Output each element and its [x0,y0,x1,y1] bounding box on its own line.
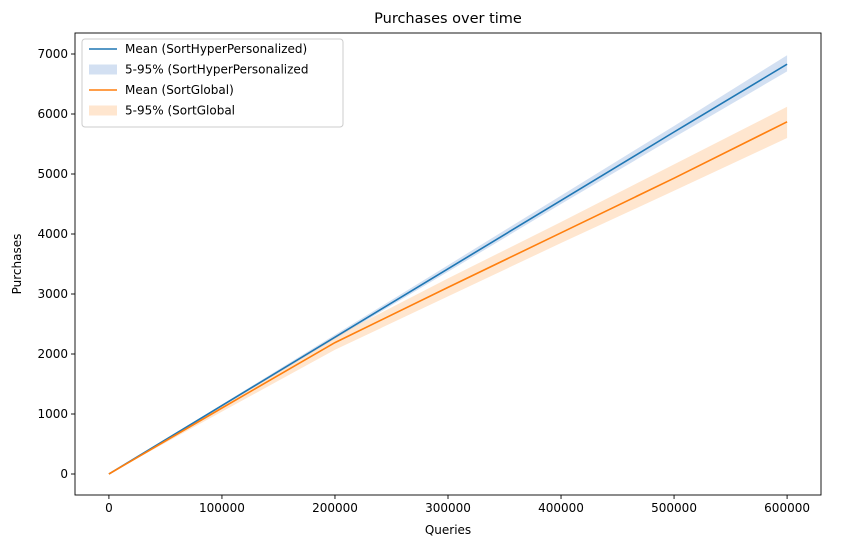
y-tick-label: 6000 [37,107,68,121]
y-tick-label: 7000 [37,47,68,61]
legend-swatch-band [89,105,117,116]
bands-layer [108,55,788,475]
x-tick-label: 200000 [312,501,358,515]
legend-label: Mean (SortGlobal) [125,83,234,97]
y-tick-label: 4000 [37,227,68,241]
y-tick-label: 5000 [37,167,68,181]
x-axis-title: Queries [425,523,471,537]
x-tick-label: 300000 [425,501,471,515]
x-axis: 0 100000 200000 300000 400000 500000 600000 [105,495,810,515]
x-tick-label: 400000 [538,501,584,515]
y-tick-label: 2000 [37,347,68,361]
x-tick-label: 0 [105,501,113,515]
band-3 [108,106,788,475]
x-tick-label: 100000 [199,501,245,515]
legend-box [81,38,344,128]
lines-layer [108,63,788,475]
series-line-0 [108,63,788,475]
y-axis: 0 1000 2000 3000 4000 5000 6000 7000 [37,47,75,481]
x-tick-label: 600000 [764,501,810,515]
legend-label: 5-95% (SortHyperPersonalized [125,63,308,77]
legend-swatch-band [89,64,117,75]
legend-label: Mean (SortHyperPersonalized) [125,42,307,56]
chart-title: Purchases over time [374,11,522,27]
y-axis-title: Purchases [10,234,24,295]
y-tick-label: 1000 [37,407,68,421]
series-line-2 [108,121,788,475]
y-tick-label: 0 [60,467,68,481]
legend-label: 5-95% (SortGlobal [125,104,235,118]
y-tick-label: 3000 [37,287,68,301]
x-tick-label: 500000 [651,501,697,515]
legend: Mean (SortHyperPersonalized) 5-95% (SortH… [81,38,344,128]
